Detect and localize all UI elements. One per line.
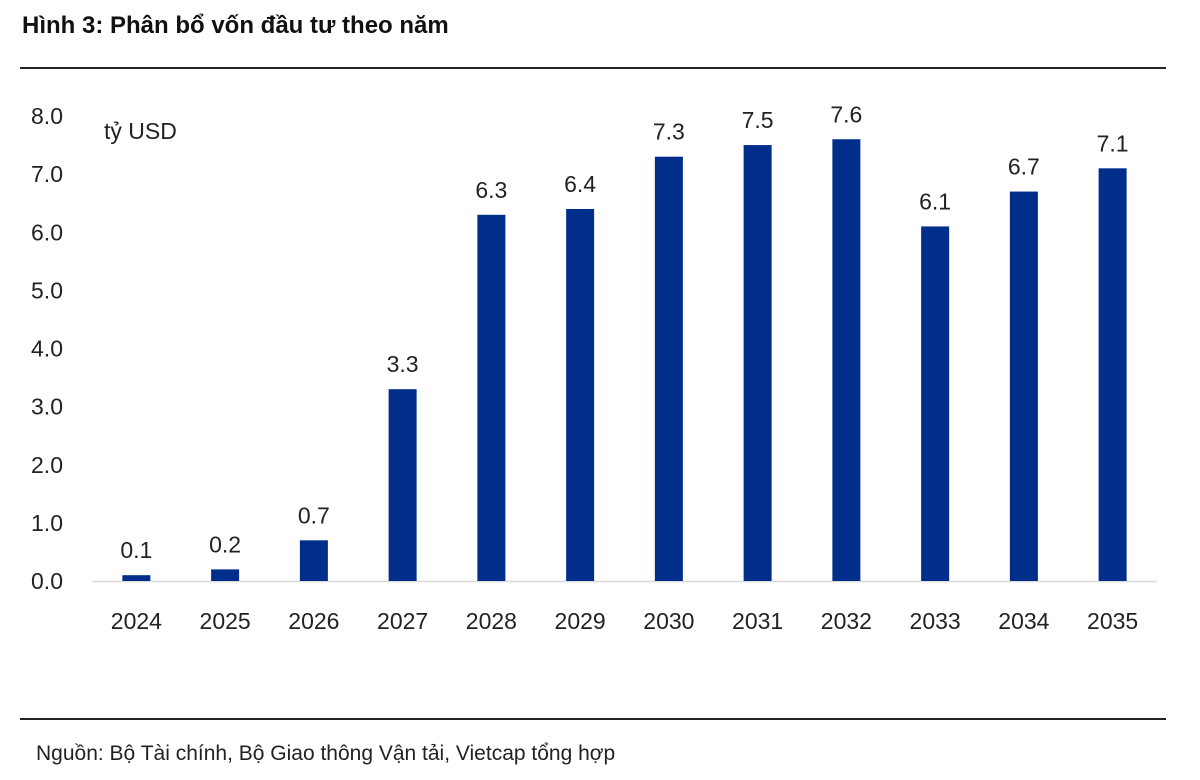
bar-series: [122, 139, 1127, 581]
figure-title: Hình 3: Phân bổ vốn đầu tư theo năm: [22, 12, 449, 39]
x-axis: 2024 2025 2026 2027 2028 2029 2030 2031 2032 2033…: [111, 608, 1138, 634]
x-tick-label-2027: 2027: [377, 608, 428, 634]
x-tick-label-2024: 2024: [111, 608, 162, 634]
x-tick-label-2031: 2031: [732, 608, 783, 634]
source-note: Nguồn: Bộ Tài chính, Bộ Giao thông Vận t…: [36, 742, 616, 765]
y-tick-label: 2.0: [31, 452, 63, 478]
bar-2030: [654, 156, 683, 581]
bar-2028: [477, 214, 506, 581]
y-axis: 0.0 1.0 2.0 3.0 4.0 5.0 6.0 7.0 8.0: [31, 103, 63, 594]
bar-2027: [388, 389, 417, 581]
bar-2034: [1009, 191, 1038, 581]
y-tick-label: 7.0: [31, 161, 63, 187]
data-label-2035: 7.1: [1097, 130, 1129, 156]
data-label-2032: 7.6: [830, 101, 862, 127]
data-label-2031: 7.5: [742, 107, 774, 133]
x-tick-label-2035: 2035: [1087, 608, 1138, 634]
y-tick-label: 0.0: [31, 568, 63, 594]
data-label-2033: 6.1: [919, 188, 951, 214]
bar-2032: [832, 139, 861, 581]
y-tick-label: 5.0: [31, 277, 63, 303]
bar-2025: [211, 569, 240, 581]
y-axis-unit-label: tỷ USD: [104, 118, 177, 144]
x-tick-label-2025: 2025: [200, 608, 251, 634]
data-label-2034: 6.7: [1008, 154, 1040, 180]
data-label-2024: 0.1: [120, 537, 152, 563]
y-tick-label: 1.0: [31, 510, 63, 536]
x-tick-label-2029: 2029: [555, 608, 606, 634]
x-tick-label-2030: 2030: [643, 608, 694, 634]
data-label-2025: 0.2: [209, 531, 241, 557]
top-rule: [20, 67, 1166, 69]
x-tick-label-2033: 2033: [910, 608, 961, 634]
bar-2033: [921, 226, 950, 581]
bar-2031: [743, 145, 772, 581]
data-labels: 0.1 0.2 0.7 3.3 6.3 6.4 7.3 7.5 7.6 6.1 6.7 7.1: [120, 101, 1128, 563]
bar-2035: [1098, 168, 1127, 581]
bar-2026: [299, 540, 328, 581]
data-label-2027: 3.3: [387, 351, 419, 377]
y-tick-label: 8.0: [31, 103, 63, 129]
x-tick-label-2028: 2028: [466, 608, 517, 634]
bar-chart: 0.01.02.03.04.05.06.07.08.0 tỷ USD 0.1 0.…: [31, 101, 1157, 634]
bottom-rule: [20, 718, 1166, 720]
y-tick-label: 4.0: [31, 336, 63, 362]
x-tick-label-2026: 2026: [288, 608, 339, 634]
y-tick-label: 6.0: [31, 219, 63, 245]
x-tick-label-2034: 2034: [998, 608, 1049, 634]
x-tick-label-2032: 2032: [821, 608, 872, 634]
y-tick-label: 3.0: [31, 394, 63, 420]
bar-2024: [122, 575, 151, 581]
bar-2029: [566, 209, 595, 581]
data-label-2030: 7.3: [653, 119, 685, 145]
data-label-2026: 0.7: [298, 502, 330, 528]
data-label-2028: 6.3: [475, 177, 507, 203]
data-label-2029: 6.4: [564, 171, 596, 197]
